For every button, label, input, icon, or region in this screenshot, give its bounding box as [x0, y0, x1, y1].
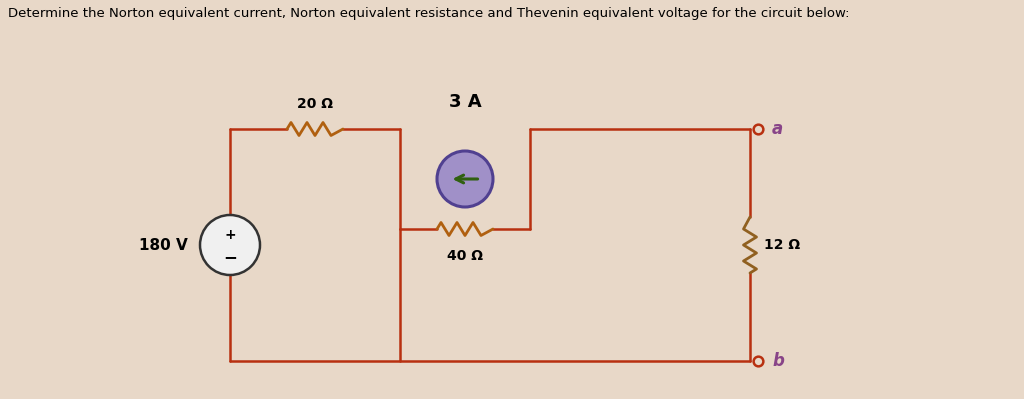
Circle shape — [200, 215, 260, 275]
Text: −: − — [223, 248, 237, 266]
Text: 3 A: 3 A — [449, 93, 481, 111]
Circle shape — [437, 151, 493, 207]
Text: 180 V: 180 V — [139, 237, 188, 253]
Text: 40 Ω: 40 Ω — [447, 249, 483, 263]
Text: Determine the Norton equivalent current, Norton equivalent resistance and Theven: Determine the Norton equivalent current,… — [8, 7, 850, 20]
Text: a: a — [772, 120, 783, 138]
Text: 20 Ω: 20 Ω — [297, 97, 333, 111]
Text: 12 Ω: 12 Ω — [764, 238, 800, 252]
Text: b: b — [772, 352, 784, 370]
Text: +: + — [224, 228, 236, 242]
